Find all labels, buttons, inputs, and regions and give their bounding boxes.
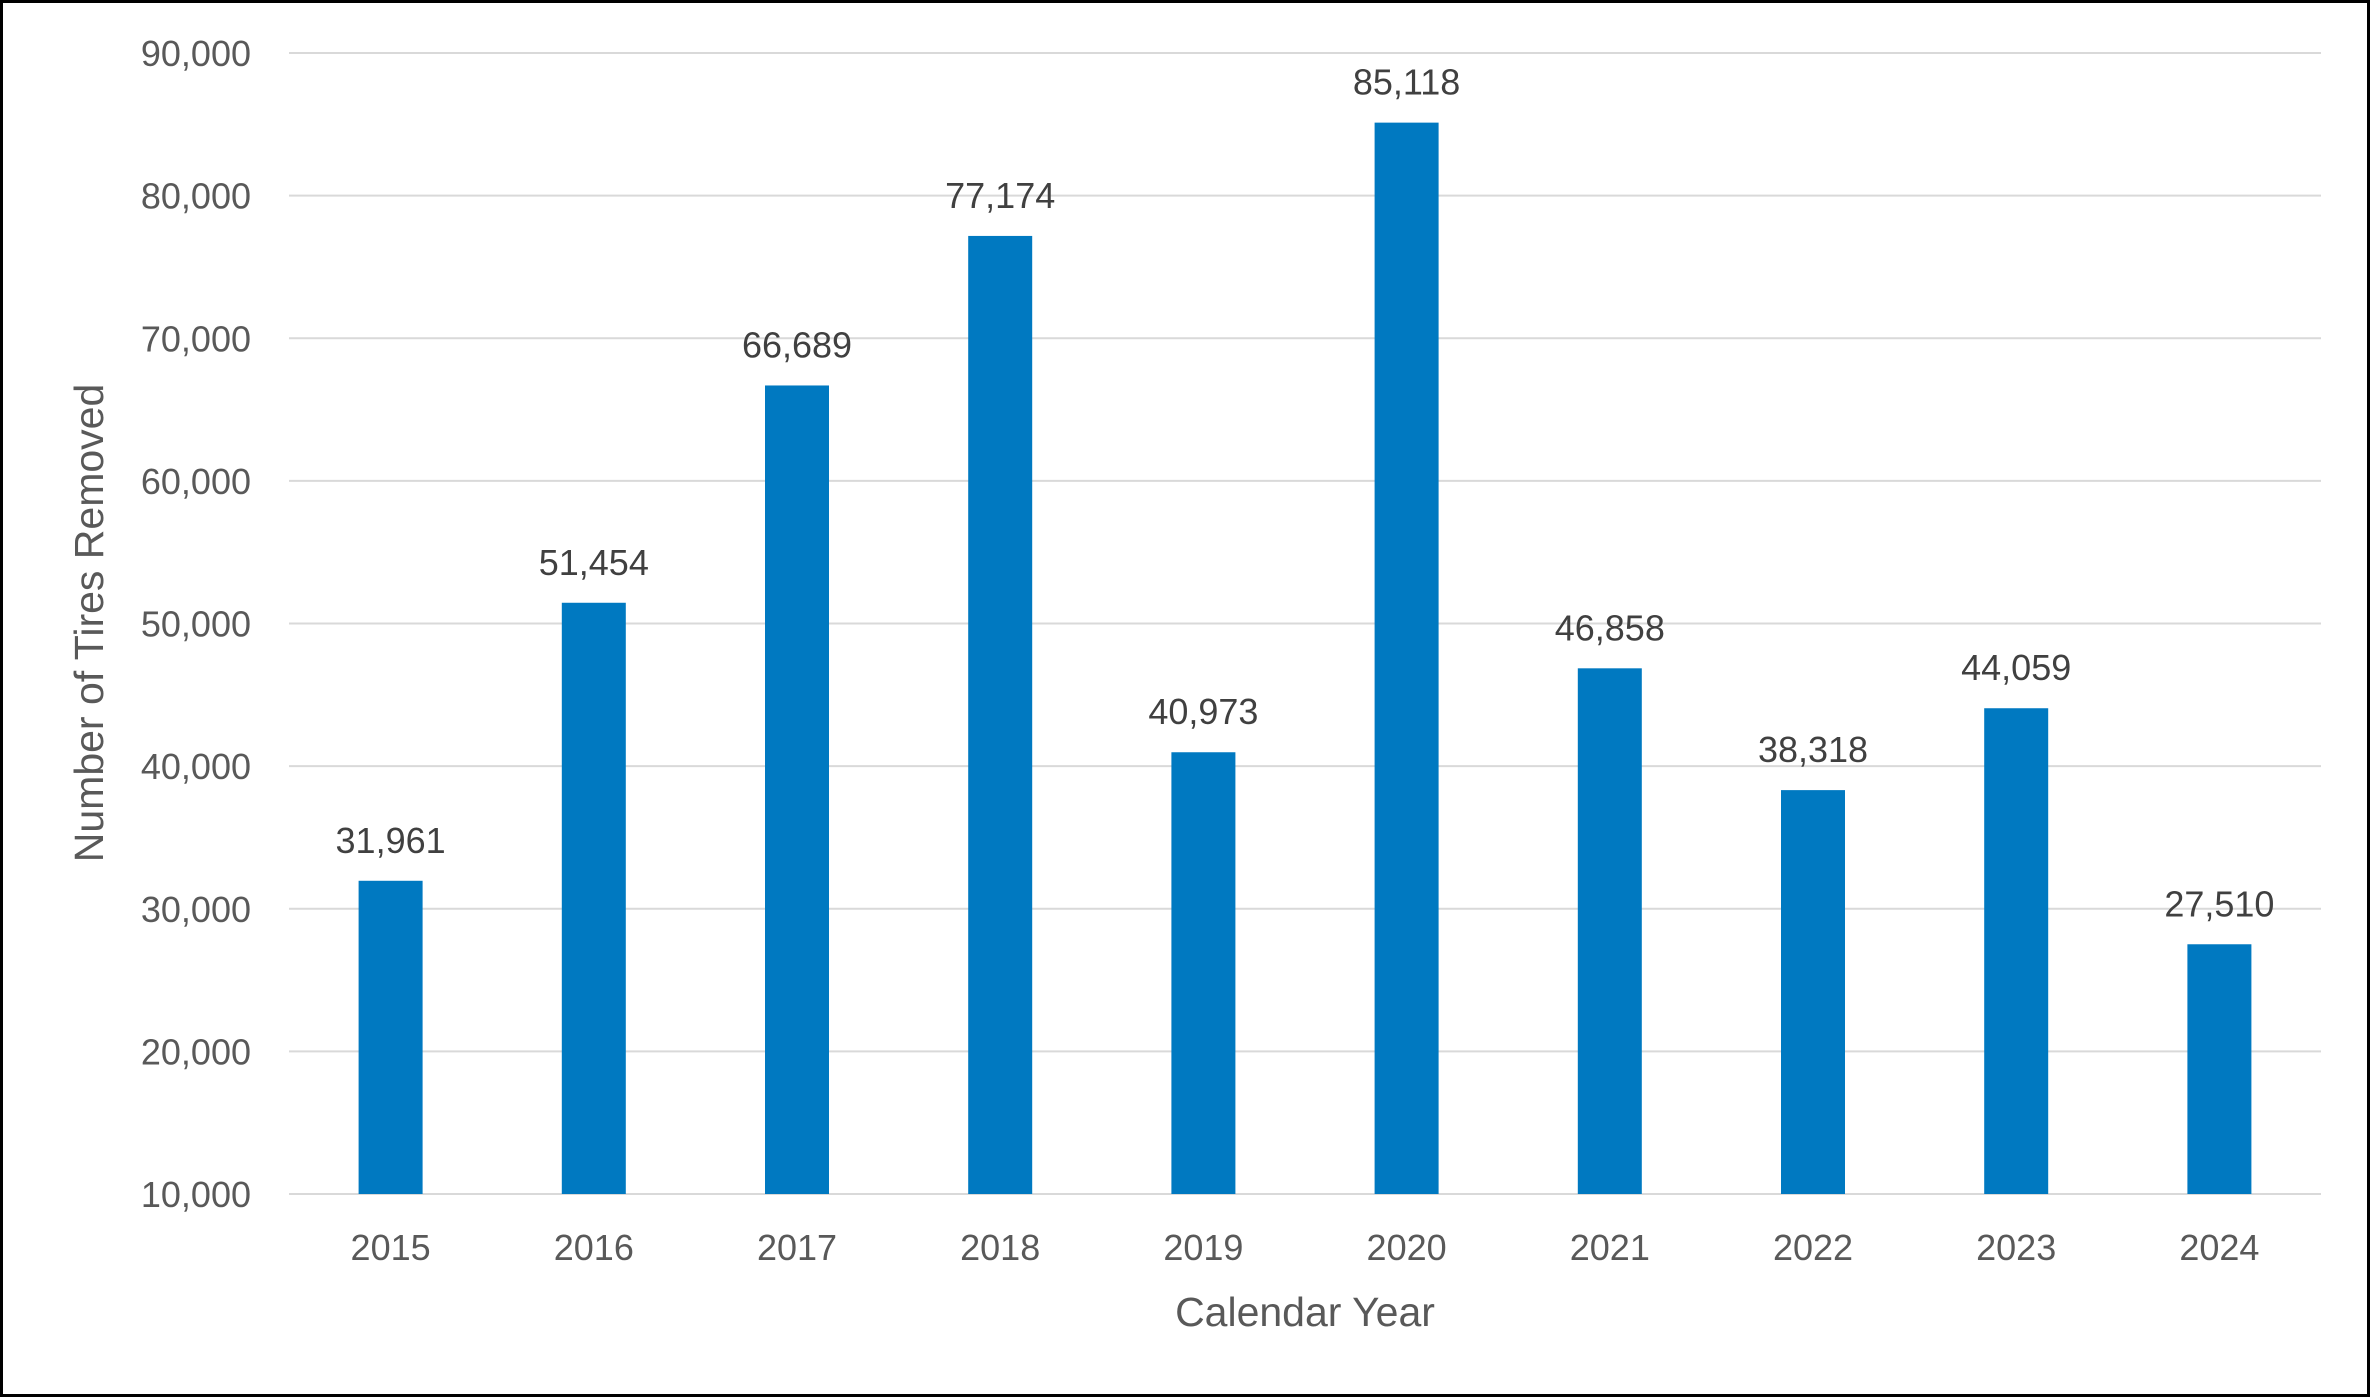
y-tick-label: 40,000 bbox=[141, 746, 251, 787]
y-axis-ticks: 10,000 20,000 30,000 40,000 50,000 60,000 70,0… bbox=[141, 33, 251, 1215]
x-tick-label-2017: 2017 bbox=[757, 1227, 837, 1268]
data-label-2020: 85,118 bbox=[1353, 62, 1460, 103]
y-tick-label: 30,000 bbox=[141, 889, 251, 930]
x-tick-label-2018: 2018 bbox=[960, 1227, 1040, 1268]
x-tick-label-2020: 2020 bbox=[1367, 1227, 1447, 1268]
bar-2023 bbox=[1984, 708, 2049, 1194]
bars bbox=[358, 122, 2252, 1195]
bar-2018 bbox=[968, 235, 1033, 1194]
data-label-2024: 27,510 bbox=[2164, 883, 2274, 924]
x-axis-title: Calendar Year bbox=[1175, 1289, 1435, 1335]
y-axis-title: Number of Tires Removed bbox=[66, 384, 112, 863]
data-label-2021: 46,858 bbox=[1555, 607, 1665, 648]
bar-chart: 10,000 20,000 30,000 40,000 50,000 60,000 70,0… bbox=[66, 33, 2321, 1335]
x-tick-label-2024: 2024 bbox=[2179, 1227, 2259, 1268]
y-tick-label: 20,000 bbox=[141, 1031, 251, 1072]
bar-2016 bbox=[561, 602, 626, 1194]
y-tick-label: 10,000 bbox=[141, 1174, 251, 1215]
y-tick-label: 70,000 bbox=[141, 318, 251, 359]
gridlines bbox=[289, 52, 2321, 1195]
x-tick-label-2022: 2022 bbox=[1773, 1227, 1853, 1268]
bar-2021 bbox=[1577, 668, 1642, 1194]
data-label-2015: 31,961 bbox=[336, 820, 446, 861]
data-label-2017: 66,689 bbox=[742, 324, 852, 365]
x-tick-label-2021: 2021 bbox=[1570, 1227, 1650, 1268]
bar-2015 bbox=[358, 880, 423, 1194]
bar-2022 bbox=[1781, 790, 1845, 1194]
bar-2024 bbox=[2187, 944, 2252, 1194]
data-label-2022: 38,318 bbox=[1758, 729, 1868, 770]
data-label-2016: 51,454 bbox=[539, 542, 649, 583]
x-axis-ticks: 2015 2016 2017 2018 2019 2020 2021 2022 2023 2024 bbox=[351, 1227, 2260, 1268]
bar-2020 bbox=[1374, 122, 1439, 1195]
x-tick-label-2023: 2023 bbox=[1976, 1227, 2056, 1268]
data-labels: 31,961 51,454 66,689 77,174 40,973 85,118 46,8… bbox=[336, 62, 2275, 925]
y-tick-label: 50,000 bbox=[141, 604, 251, 645]
x-tick-label-2016: 2016 bbox=[554, 1227, 634, 1268]
x-tick-label-2019: 2019 bbox=[1163, 1227, 1243, 1268]
y-tick-label: 90,000 bbox=[141, 33, 251, 74]
data-label-2019: 40,973 bbox=[1148, 691, 1258, 732]
x-tick-label-2015: 2015 bbox=[351, 1227, 431, 1268]
bar-2019 bbox=[1171, 752, 1236, 1194]
y-tick-label: 80,000 bbox=[141, 176, 251, 217]
data-label-2023: 44,059 bbox=[1961, 647, 2071, 688]
bar-2017 bbox=[765, 385, 829, 1194]
data-label-2018: 77,174 bbox=[945, 175, 1055, 216]
y-tick-label: 60,000 bbox=[141, 461, 251, 502]
